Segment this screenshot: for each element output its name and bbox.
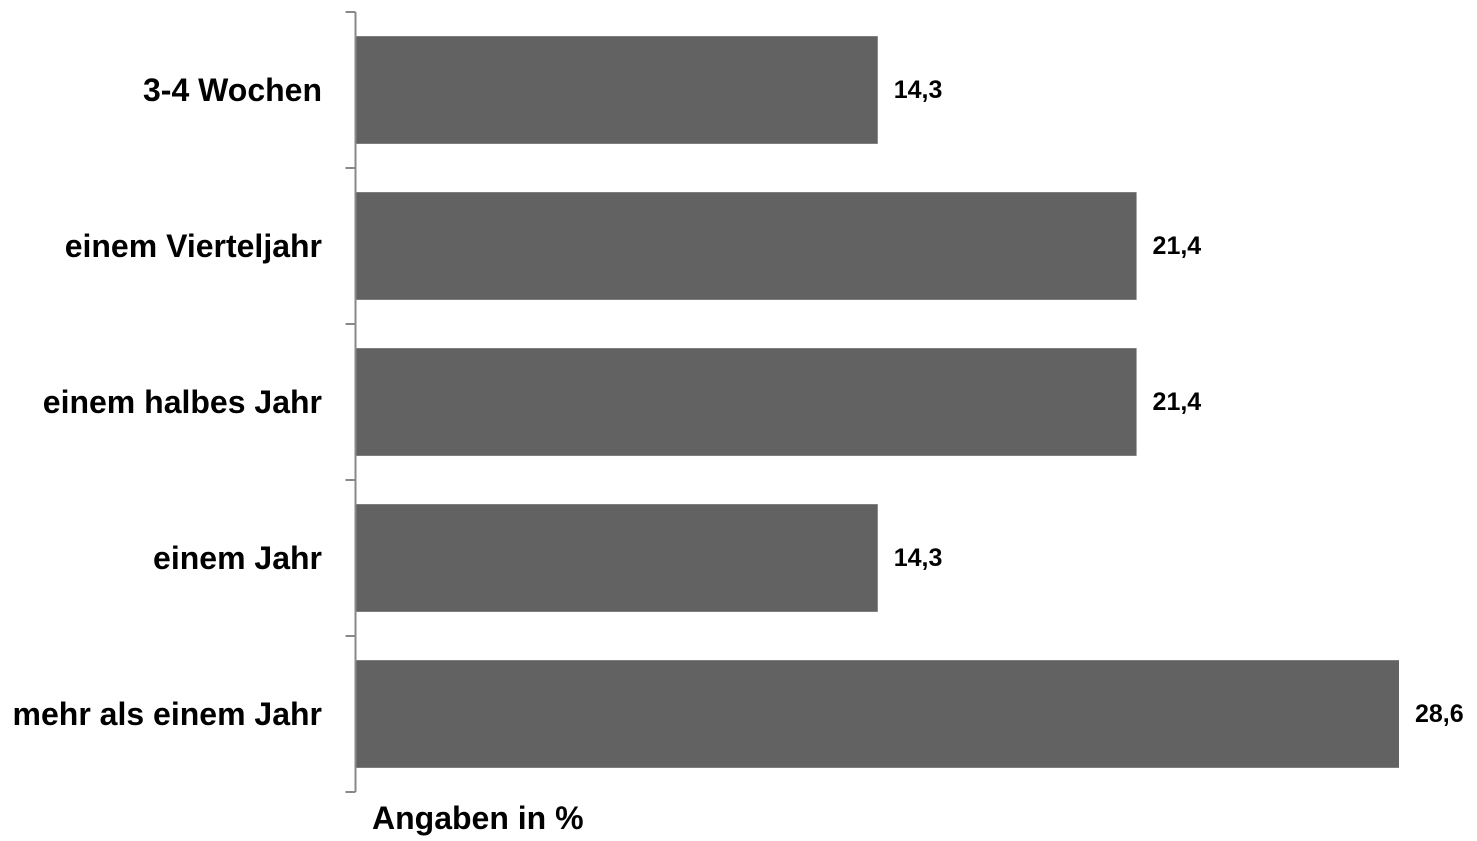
data-label: 14,3 bbox=[894, 76, 943, 104]
data-label: 21,4 bbox=[1153, 232, 1202, 260]
bar bbox=[357, 504, 878, 612]
data-label: 21,4 bbox=[1153, 388, 1202, 416]
category-labels: 3-4 Wochen einem Vierteljahr einem halbes … bbox=[13, 72, 322, 732]
bar bbox=[357, 660, 1400, 768]
x-axis-title: Angaben in % bbox=[372, 800, 584, 836]
category-label: mehr als einem Jahr bbox=[13, 696, 322, 732]
bar bbox=[357, 36, 878, 144]
bars bbox=[357, 36, 1400, 768]
bar bbox=[357, 348, 1137, 456]
y-axis bbox=[346, 12, 356, 792]
category-label: einem Vierteljahr bbox=[65, 228, 322, 264]
bar bbox=[357, 192, 1137, 300]
data-label: 28,6 bbox=[1415, 700, 1464, 728]
category-label: einem Jahr bbox=[153, 540, 322, 576]
category-label: einem halbes Jahr bbox=[43, 384, 322, 420]
category-label: 3-4 Wochen bbox=[143, 72, 322, 108]
data-label: 14,3 bbox=[894, 544, 943, 572]
